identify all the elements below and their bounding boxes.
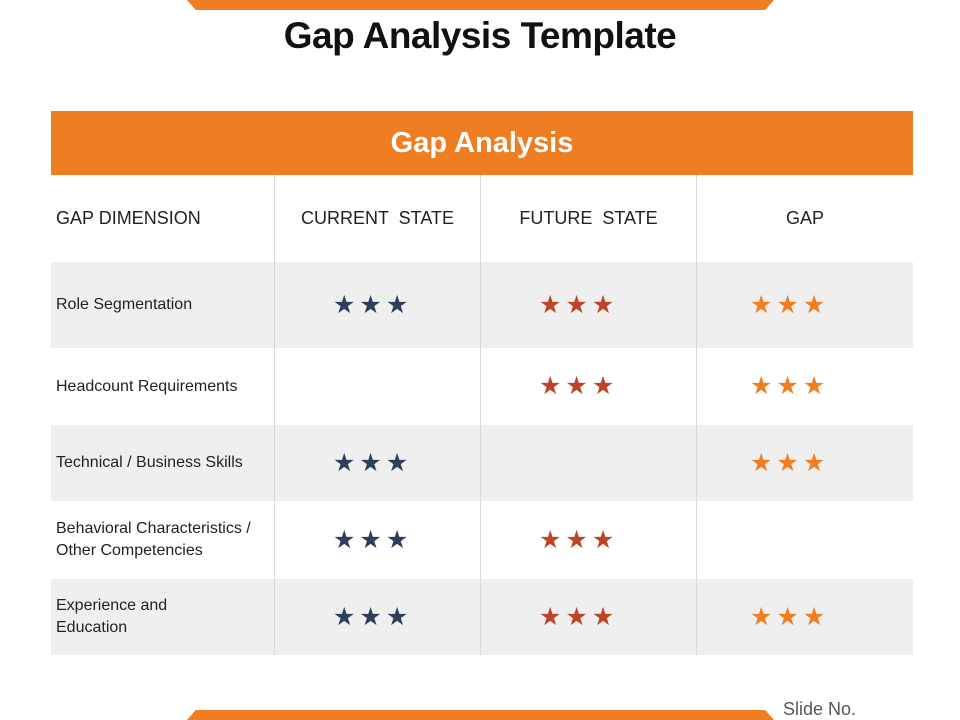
table-row: Headcount Requirements ★★★ ★★★ [51, 348, 913, 425]
column-header-future-state: FUTURE STATE [481, 175, 697, 262]
future-state-star-icon: ★★★ [539, 602, 619, 631]
table-header: Gap Analysis [51, 111, 913, 175]
column-header-current-state: CURRENT STATE [275, 175, 481, 262]
row-label: Role Segmentation [56, 296, 193, 313]
page-title: Gap Analysis Template [283, 15, 677, 56]
gap-analysis-table: Gap Analysis GAP DIMENSION CURRENT STATE… [51, 111, 913, 655]
column-header-row: GAP DIMENSION CURRENT STATE FUTURE STATE… [51, 175, 913, 262]
top-accent-bar [187, 0, 774, 10]
future-state-star-icon: ★★★ [539, 525, 619, 554]
row-label: Headcount Requirements [56, 377, 238, 395]
future-state-star-icon: ★★★ [539, 372, 619, 400]
row-label: Technical / Business Skills [56, 454, 243, 471]
row-label: Behavioral Characteristics / Other Compe… [56, 520, 251, 559]
gap-star-icon: ★★★ [750, 448, 830, 477]
gap-star-icon: ★★★ [750, 372, 830, 400]
column-header-gap: GAP [785, 208, 824, 228]
row-label: Experience and Education [56, 597, 168, 636]
current-state-star-icon: ★★★ [333, 525, 413, 554]
table-row: Technical / Business Skills ★★★ ★★★ [51, 425, 913, 501]
current-state-star-icon: ★★★ [333, 448, 413, 477]
bottom-accent-bar [187, 710, 774, 720]
current-state-star-icon: ★★★ [333, 602, 413, 631]
slide-number-label: Slide No. [783, 699, 857, 719]
table-row: Role Segmentation ★★★ ★★★ ★★★ [51, 262, 913, 348]
gap-star-icon: ★★★ [750, 602, 830, 631]
gap-star-icon: ★★★ [750, 290, 830, 319]
table-row: Behavioral Characteristics / Other Compe… [51, 501, 913, 579]
current-state-star-icon: ★★★ [333, 290, 413, 319]
table-row: Experience and Education ★★★ ★★★ ★★★ [51, 579, 913, 655]
future-state-star-icon: ★★★ [539, 290, 619, 319]
column-header-gap-dimension: GAP DIMENSION [51, 175, 275, 262]
